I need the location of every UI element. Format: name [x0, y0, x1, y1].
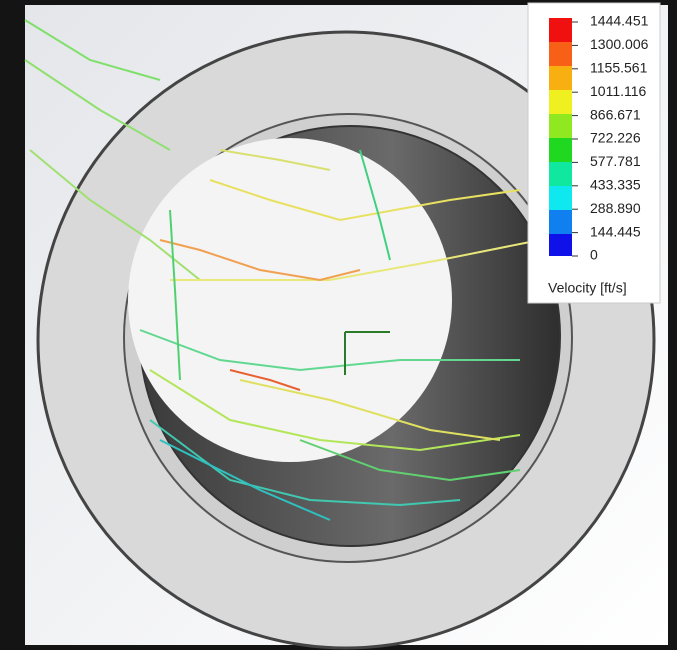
- legend-label: 288.890: [590, 200, 641, 216]
- screenshot: Velocity [ft/s] 1444.451 1300.006 1155.561…: [0, 0, 677, 650]
- color-band: [549, 138, 572, 162]
- legend-label: 1011.116: [590, 83, 647, 99]
- legend-label: 433.335: [590, 177, 641, 193]
- color-band: [549, 90, 572, 114]
- legend-label: 1155.561: [590, 60, 648, 76]
- color-band: [549, 234, 572, 256]
- opening: [128, 138, 452, 462]
- color-band: [549, 66, 572, 90]
- legend-label: 577.781: [590, 153, 641, 169]
- legend-label: 866.671: [590, 106, 641, 122]
- color-band: [549, 210, 572, 234]
- color-band: [549, 18, 572, 42]
- legend-label: 722.226: [590, 130, 641, 146]
- legend-label: 144.445: [590, 223, 641, 239]
- legend-label: 0: [590, 247, 598, 263]
- color-band: [549, 114, 572, 138]
- color-band: [549, 42, 572, 66]
- color-band: [549, 186, 572, 210]
- viewport: Velocity [ft/s] 1444.451 1300.006 1155.561…: [0, 0, 677, 650]
- color-band: [549, 162, 572, 186]
- legend-label: 1300.006: [590, 36, 649, 52]
- legend-label: 1444.451: [590, 13, 649, 29]
- legend-title: Velocity [ft/s]: [548, 280, 627, 296]
